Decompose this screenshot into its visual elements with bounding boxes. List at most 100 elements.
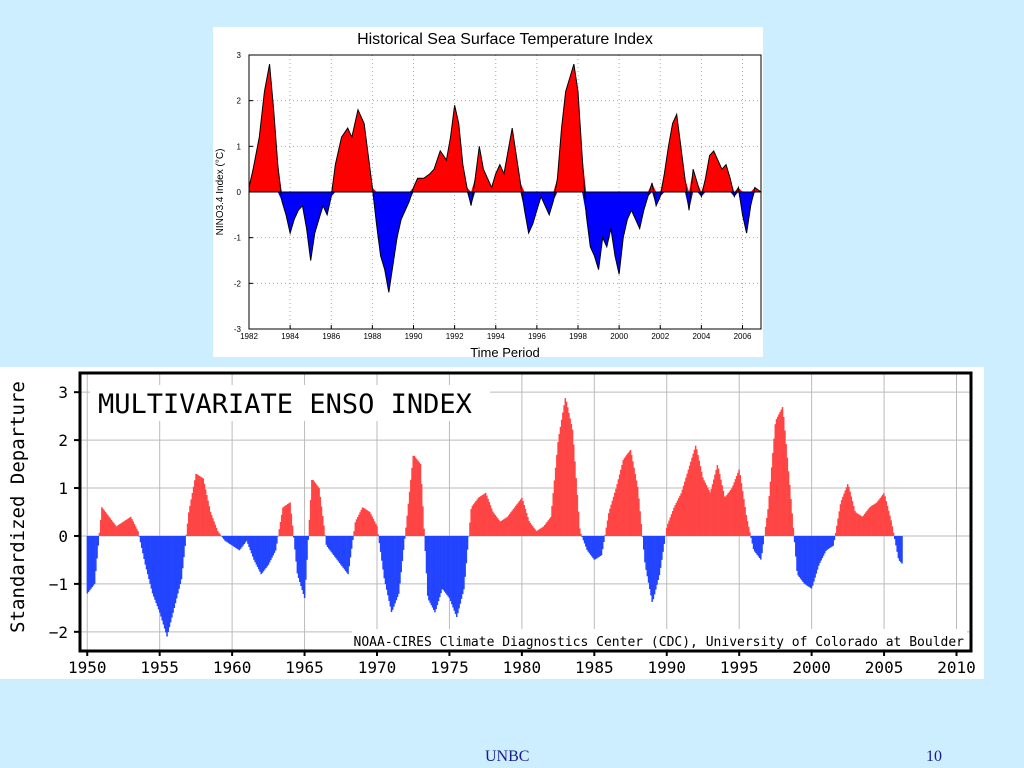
mei-bar	[576, 494, 579, 536]
mei-bar	[694, 445, 697, 536]
mei-bar	[646, 535, 649, 577]
mei-bar	[434, 535, 436, 613]
mei-bar	[115, 526, 118, 536]
mei-bar	[478, 496, 481, 536]
mei-bar	[802, 535, 804, 582]
mei-bar	[564, 398, 567, 536]
mei-bar	[798, 535, 801, 578]
mei-bar	[739, 475, 742, 536]
mei-bar	[855, 512, 857, 536]
mei-bar	[811, 535, 814, 586]
mei-bar	[740, 483, 743, 536]
mei-bar	[606, 520, 609, 536]
mei-bar	[565, 401, 568, 536]
mei-bar	[568, 412, 570, 536]
mei-bar	[785, 444, 787, 536]
mei-bar	[369, 511, 371, 536]
mei-bar	[173, 535, 176, 609]
mei-bar	[857, 514, 860, 536]
mei-bar	[452, 535, 454, 608]
mei-bar	[665, 527, 668, 536]
mei-bar	[897, 535, 900, 559]
mei-bar	[466, 535, 469, 550]
mei-bar	[617, 479, 620, 536]
mei-bar	[140, 535, 143, 548]
mei-bar	[705, 485, 708, 536]
mei-bar	[143, 535, 145, 560]
mei-bar	[837, 518, 839, 536]
mei-bar	[243, 535, 246, 545]
mei-bar	[213, 521, 215, 536]
mei-bar	[239, 535, 242, 549]
mei-bar	[815, 535, 818, 574]
x-tick-label: 1970	[358, 658, 397, 677]
mei-bar	[504, 518, 506, 536]
mei-bar	[168, 535, 171, 628]
mei-bar	[731, 488, 733, 536]
mei-bar	[290, 513, 293, 536]
mei-bar	[490, 508, 493, 536]
mei-bar	[663, 535, 666, 544]
mei-bar	[671, 511, 674, 536]
mei-bar	[121, 522, 124, 536]
mei-bar	[656, 535, 658, 585]
mei-bar	[719, 474, 721, 536]
mei-bar	[454, 535, 457, 614]
mei-bar	[139, 535, 142, 543]
mei-bar	[697, 454, 699, 536]
mei-bar	[128, 517, 131, 536]
mei-bar	[212, 518, 214, 536]
mei-bar	[763, 535, 766, 537]
mei-bar	[270, 535, 272, 561]
x-tick-label: 2000	[610, 332, 628, 341]
mei-bar	[804, 535, 807, 585]
mei-bar	[769, 481, 772, 536]
mei-bar	[482, 494, 484, 536]
mei-bar	[245, 535, 248, 541]
mei-bar	[266, 535, 268, 567]
mei-bar	[825, 535, 827, 551]
mei-bar	[116, 525, 119, 536]
mei-bar	[632, 461, 634, 536]
mei-bar	[527, 517, 529, 536]
mei-bar	[577, 511, 580, 536]
mei-bar	[336, 535, 338, 560]
mei-bar	[302, 535, 305, 594]
mei-bar	[727, 493, 729, 536]
mei-bar	[756, 535, 758, 555]
x-tick-label: 1985	[575, 658, 614, 677]
mei-bar	[814, 535, 816, 578]
mei-bar	[582, 535, 585, 541]
mei-bar	[375, 523, 377, 536]
mei-bar	[272, 535, 274, 556]
mei-bar	[424, 535, 427, 552]
mei-bar	[389, 535, 392, 607]
mei-bar	[574, 461, 576, 536]
mei-bar	[455, 535, 458, 618]
x-tick-label: 1990	[647, 658, 686, 677]
mei-bar	[247, 535, 249, 544]
mei-bar	[754, 535, 756, 552]
mei-bar	[609, 508, 611, 536]
mei-bar	[439, 535, 441, 598]
sst-chart-svg: Historical Sea Surface Temperature Index…	[215, 31, 762, 357]
mei-bar	[531, 526, 534, 536]
mei-bar	[280, 514, 283, 536]
mei-bar	[387, 535, 389, 596]
mei-bar	[265, 535, 267, 569]
mei-bar	[710, 489, 713, 536]
mei-bar	[416, 459, 418, 536]
mei-bar	[244, 535, 247, 543]
mei-bar	[102, 508, 104, 536]
mei-bar	[693, 449, 696, 536]
mei-bar	[633, 467, 635, 536]
mei-bar	[433, 535, 435, 610]
mei-bar	[775, 419, 778, 536]
mei-bar	[539, 528, 541, 536]
mei-bar	[674, 505, 676, 536]
mei-bar	[414, 457, 417, 536]
mei-bar	[343, 535, 346, 570]
mei-bar	[378, 535, 381, 544]
mei-bar	[839, 504, 842, 536]
mei-bar	[597, 535, 599, 558]
